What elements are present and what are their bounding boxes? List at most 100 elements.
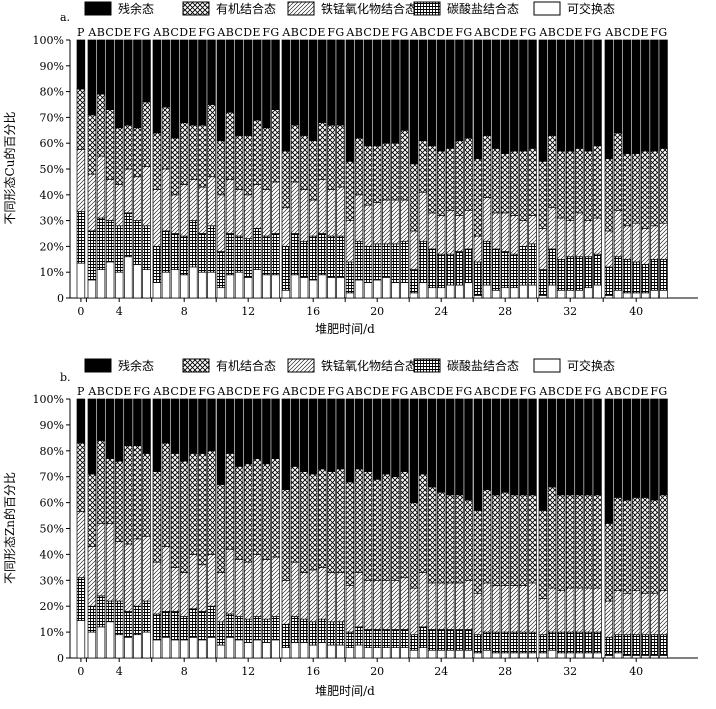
bar-segment-exchangeable (271, 639, 280, 659)
bar-segment-femn (207, 554, 216, 607)
bar-segment-femn (565, 220, 575, 258)
bar-segment-exchangeable (198, 639, 207, 659)
legend-item-femn: 铁锰氧化物结合态 (287, 1, 417, 16)
bar-segment-carbonate (641, 634, 650, 656)
bar-segment-exchangeable (281, 289, 291, 299)
bar-segment-femn (593, 217, 602, 255)
bar-segment-exchangeable (189, 636, 198, 659)
legend-label-exchangeable: 可交换态 (567, 358, 615, 373)
bar-segment-exchangeable (473, 295, 483, 299)
bar-segment-femn (234, 189, 244, 237)
bar-segment-carbonate (650, 258, 659, 291)
bar-segment-residual (604, 39, 614, 160)
bar-segment-residual (418, 39, 428, 141)
bar-segment-residual (290, 39, 300, 126)
bar-segment-exchangeable (234, 271, 244, 299)
bar-segment-femn (613, 590, 623, 636)
bar-segment-carbonate (216, 251, 226, 289)
bar-segment-exchangeable (613, 652, 623, 659)
bar-segment-femn (575, 212, 584, 258)
x-tick-label: 28 (498, 305, 512, 318)
bar-segment-carbonate (198, 611, 207, 641)
bar-segment-femn (76, 511, 86, 579)
bar-segment-organic (308, 140, 318, 201)
bar-segment-femn (491, 585, 501, 633)
bar-segment-organic (253, 119, 262, 185)
bar-segment-femn (473, 592, 483, 636)
bar-segment-organic (547, 135, 557, 209)
bar-segment-organic (491, 494, 501, 586)
bar-segment-exchangeable (519, 652, 528, 659)
bar-segment-femn (584, 220, 593, 258)
y-tick-label: 20% (40, 240, 64, 253)
bar-segment-exchangeable (234, 639, 244, 659)
bar-segment-femn (547, 207, 557, 250)
bar-segment-exchangeable (253, 269, 262, 299)
bar-segment-organic (418, 140, 428, 193)
bar-segment-organic (409, 163, 419, 232)
bar-segment-residual (179, 39, 189, 123)
bar-segment-exchangeable (216, 644, 226, 659)
bar-segment-femn (225, 548, 235, 615)
bar-segment-organic (105, 458, 115, 524)
bar-segment-carbonate (464, 248, 473, 283)
bar-letter-label: ABCDE (409, 385, 454, 398)
bar-segment-residual (641, 39, 650, 152)
bar-segment-exchangeable (575, 289, 584, 299)
y-tick-label: 10% (40, 266, 64, 279)
bar-segment-carbonate (161, 611, 171, 638)
bar-segment-residual (391, 39, 400, 144)
bar-segment-exchangeable (133, 264, 142, 299)
bar-letter-label: ABCDE (216, 385, 261, 398)
bar-letter-label: FG (391, 26, 408, 39)
bar-segment-organic (318, 468, 327, 568)
bar-segment-residual (538, 39, 548, 162)
bar-segment-residual (262, 398, 271, 465)
bar-segment-carbonate (142, 600, 151, 633)
y-axis-title-b: 不同形态Zn的百分比 (2, 472, 17, 584)
bar-segment-femn (631, 590, 641, 636)
bar-segment-femn (105, 522, 115, 602)
bar-segment-carbonate (234, 616, 244, 641)
bar-segment-femn (345, 220, 355, 263)
bar-segment-femn (96, 155, 106, 219)
bar-segment-residual (427, 39, 437, 147)
bar-segment-femn (622, 592, 632, 636)
bar-segment-organic (556, 150, 566, 219)
bar-segment-exchangeable (446, 284, 455, 299)
bar-segment-femn (133, 538, 142, 607)
x-tick-label: 12 (241, 305, 255, 318)
bar-segment-exchangeable (207, 636, 216, 659)
bar-segment-residual (114, 39, 124, 129)
bar-segment-organic (262, 127, 271, 190)
bar-segment-organic (124, 445, 133, 545)
bar-segment-femn (446, 582, 455, 630)
y-tick-label: 50% (40, 163, 64, 176)
bar-segment-femn (427, 582, 437, 630)
bar-segment-femn (473, 235, 483, 263)
x-tick-label: 8 (181, 665, 188, 678)
bar-segment-exchangeable (243, 277, 253, 299)
bar-segment-residual (584, 39, 593, 152)
bar-segment-carbonate (482, 631, 492, 651)
bar-segment-carbonate (528, 243, 537, 286)
bar-segment-residual (308, 39, 318, 141)
bar-segment-organic (446, 494, 455, 584)
bar-segment-organic (87, 114, 97, 175)
y-axis-title-a: 不同形态Cu的百分比 (2, 112, 17, 225)
y-tick-label: 80% (40, 86, 64, 99)
bar-segment-femn (253, 554, 262, 617)
bar-segment-organic (216, 140, 226, 196)
bar-letter-label: ABCDE (281, 385, 326, 398)
legend-swatch-femn (287, 358, 315, 373)
bar-segment-exchangeable (455, 649, 464, 659)
bar-segment-organic (124, 124, 133, 170)
bar-segment-organic (382, 142, 391, 201)
legend-swatch-residual (84, 1, 112, 16)
bar-segment-carbonate (142, 225, 151, 270)
bar-segment-carbonate (427, 248, 437, 289)
bar-segment-residual (482, 39, 492, 136)
bar-segment-organic (96, 93, 106, 157)
bar-segment-exchangeable (575, 652, 584, 659)
